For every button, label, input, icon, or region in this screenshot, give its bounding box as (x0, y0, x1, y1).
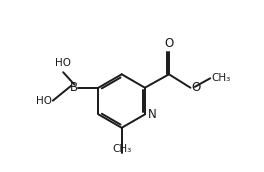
Text: O: O (191, 81, 201, 94)
Text: HO: HO (36, 96, 52, 106)
Text: O: O (164, 37, 174, 50)
Text: CH₃: CH₃ (112, 144, 131, 154)
Text: CH₃: CH₃ (211, 73, 230, 83)
Text: HO: HO (55, 58, 71, 68)
Text: B: B (70, 81, 78, 94)
Text: N: N (148, 108, 157, 121)
